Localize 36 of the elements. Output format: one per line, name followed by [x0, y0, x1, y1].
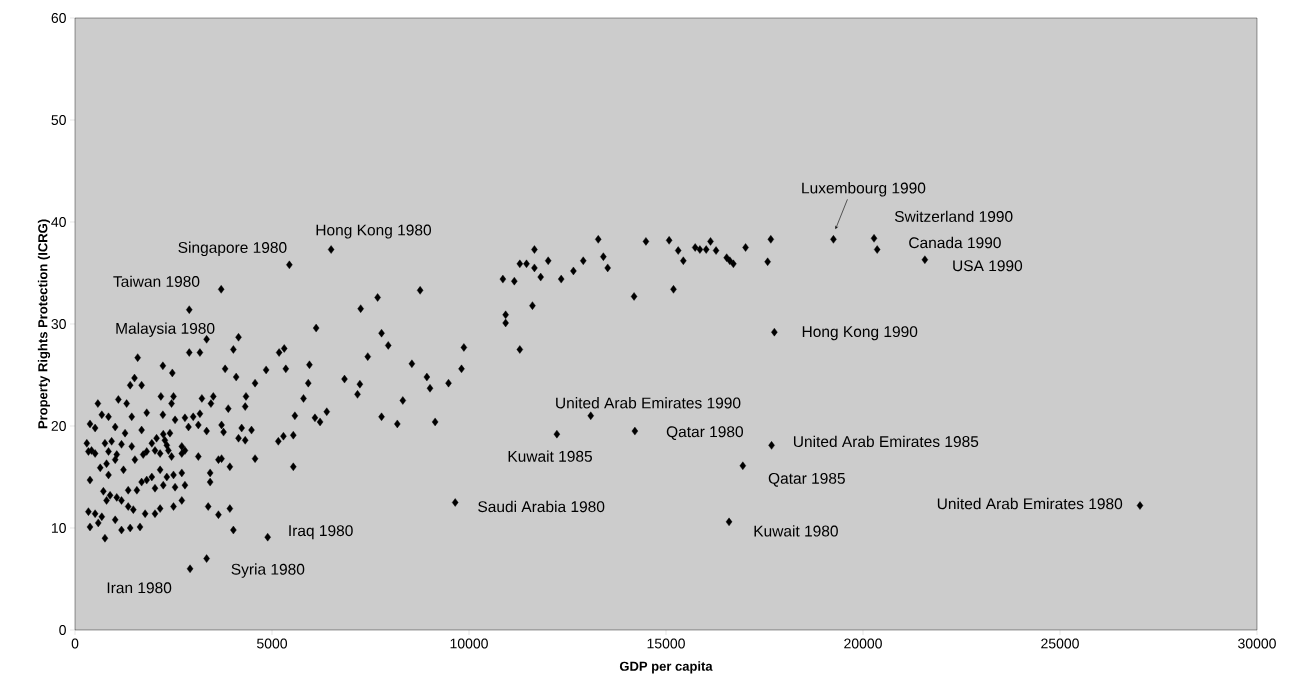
annotation: Canada 1990 [909, 236, 1001, 249]
x-tick-label: 30000 [1238, 638, 1276, 649]
y-tick-label: 60 [51, 13, 66, 23]
y-tick-label: 40 [51, 217, 66, 227]
annotation: Singapore 1980 [178, 241, 287, 257]
annotation: Syria 1980 [231, 563, 305, 578]
annotation: Luxembourg 1990 [802, 182, 926, 197]
annotation: Iraq 1980 [289, 525, 353, 540]
annotation: United Arab Emirates 1985 [793, 435, 979, 448]
y-tick-label: 50 [51, 115, 66, 125]
annotation: Kuwait 1980 [754, 525, 838, 537]
x-tick-label: 10000 [450, 638, 488, 649]
annotation: Switzerland 1990 [894, 210, 1013, 223]
annotation: Iran 1980 [107, 582, 172, 594]
x-tick-label: 20000 [844, 638, 882, 649]
annotation: USA 1990 [953, 260, 1023, 272]
annotation: Qatar 1980 [666, 426, 743, 440]
y-tick-label: 20 [51, 421, 66, 431]
annotation: Hong Kong 1980 [316, 224, 432, 239]
annotation: Hong Kong 1990 [802, 326, 918, 341]
x-axis-title: GDP per capita [619, 661, 713, 674]
annotation: Kuwait 1985 [508, 450, 592, 462]
annotation: Qatar 1985 [768, 472, 845, 487]
y-axis-title: Property Rights Protection (ICRG) [37, 219, 51, 429]
x-tick-label: 25000 [1041, 638, 1079, 649]
x-tick-label: 5000 [257, 638, 288, 649]
x-tick-label: 0 [71, 638, 79, 649]
annotation: Taiwan 1980 [113, 275, 200, 288]
annotation: United Arab Emirates 1980 [937, 497, 1123, 510]
y-tick-label: 30 [51, 319, 66, 329]
annotation: Malaysia 1980 [116, 322, 215, 337]
annotation: United Arab Emirates 1990 [556, 397, 741, 409]
x-tick-label: 15000 [647, 638, 685, 649]
y-tick-label: 10 [51, 523, 66, 533]
y-tick-label: 0 [59, 625, 66, 635]
annotation: Saudi Arabia 1980 [478, 500, 605, 513]
